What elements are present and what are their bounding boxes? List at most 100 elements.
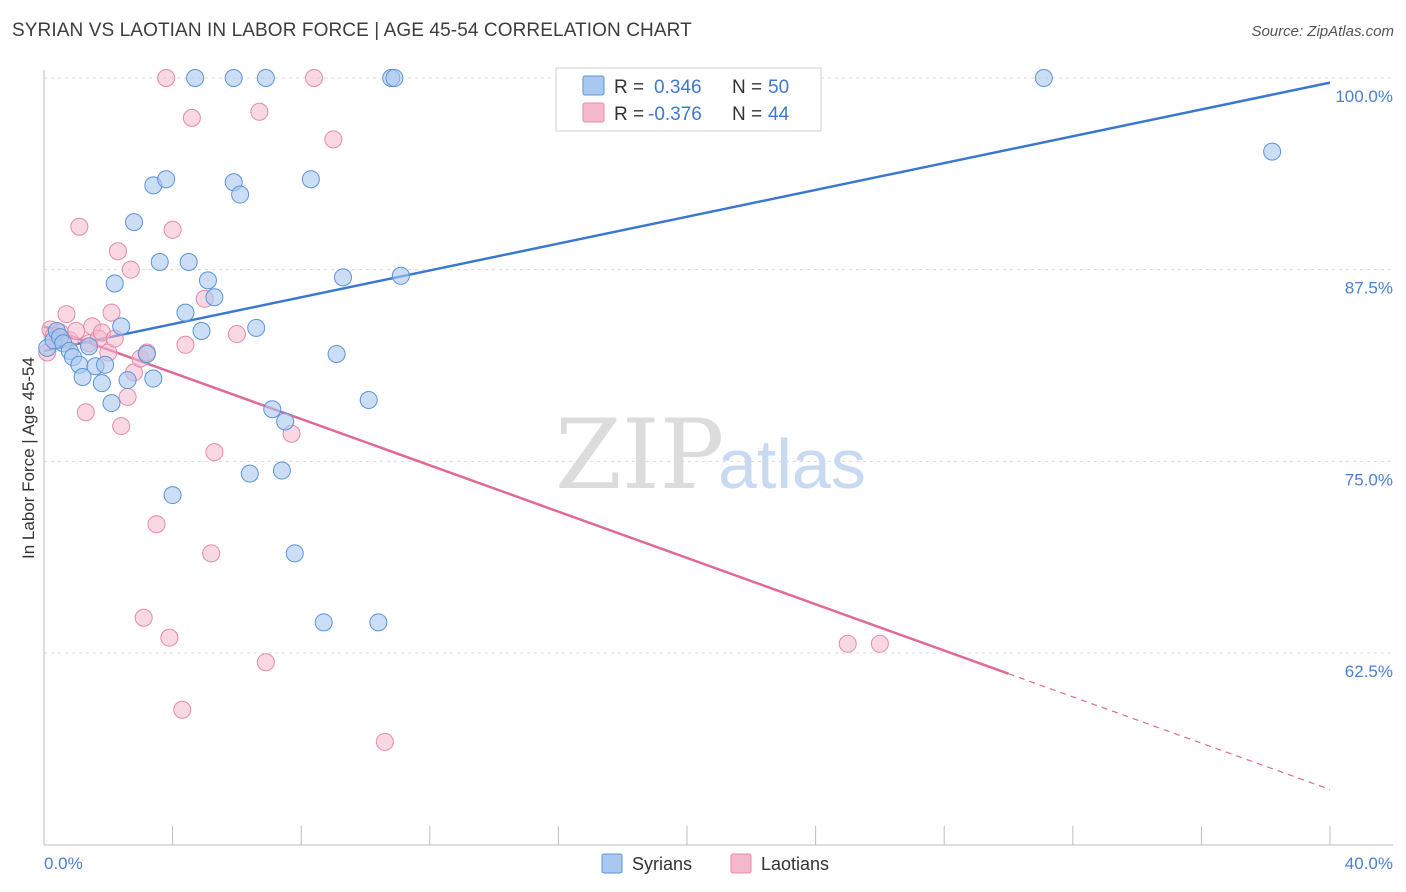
laotian-point-18 bbox=[118, 387, 137, 406]
laotian-point-42 bbox=[870, 634, 889, 653]
laotian-point-6 bbox=[67, 322, 86, 340]
legend-box: R = 0.346 N = 50 R = -0.376 N = 44 bbox=[555, 67, 822, 132]
syrian-point-21 bbox=[150, 253, 169, 271]
laotian-point-19 bbox=[121, 260, 140, 279]
grid-lines bbox=[44, 77, 1393, 654]
syrian-point-26 bbox=[186, 69, 205, 87]
bottom-legend-syrian-swatch bbox=[601, 853, 623, 874]
y-tick-label-1: 87.5% bbox=[1345, 279, 1393, 298]
laotian-point-8 bbox=[76, 403, 95, 422]
syrian-point-11 bbox=[92, 374, 111, 393]
legend-syrian-r-value: 0.346 bbox=[654, 77, 702, 98]
laotian-point-22 bbox=[134, 608, 153, 627]
legend-laotian-n-label: N = bbox=[732, 104, 762, 125]
bottom-legend-laotians: Laotians bbox=[761, 854, 829, 874]
syrian-point-44 bbox=[359, 391, 378, 409]
legend-syrian-n-value: 50 bbox=[768, 77, 789, 98]
syrian-point-34 bbox=[247, 318, 266, 337]
syrian-point-9 bbox=[80, 337, 99, 356]
laotian-point-17 bbox=[112, 417, 131, 436]
laotian-point-34 bbox=[227, 325, 246, 344]
laotian-points bbox=[38, 69, 889, 751]
syrian-points bbox=[38, 69, 1282, 632]
syrian-point-42 bbox=[327, 345, 346, 363]
y-tick-label-0: 100.0% bbox=[1335, 87, 1393, 106]
syrian-point-38 bbox=[276, 412, 295, 431]
legend-syrian-swatch bbox=[582, 75, 605, 96]
laotian-point-38 bbox=[305, 69, 324, 87]
laotian-point-30 bbox=[182, 108, 201, 127]
bottom-legend-laotian-swatch bbox=[730, 853, 752, 874]
syrian-point-49 bbox=[1034, 69, 1053, 87]
syrian-point-37 bbox=[272, 461, 291, 480]
laotian-point-36 bbox=[256, 653, 275, 672]
syrian-point-35 bbox=[256, 69, 275, 87]
syrian-point-18 bbox=[137, 345, 156, 363]
laotian-point-40 bbox=[375, 732, 394, 751]
syrian-point-28 bbox=[198, 271, 217, 290]
laotian-point-26 bbox=[160, 628, 179, 647]
legend-syrian-r-label: R = bbox=[614, 77, 644, 98]
laotian-point-7 bbox=[70, 217, 89, 236]
laotian-point-4 bbox=[57, 305, 76, 324]
syrian-point-45 bbox=[369, 613, 388, 632]
legend-laotian-swatch bbox=[582, 102, 605, 123]
syrian-point-13 bbox=[102, 394, 121, 413]
syrian-point-36 bbox=[263, 400, 282, 419]
syrian-point-33 bbox=[240, 464, 259, 483]
laotian-trend-line bbox=[43, 325, 1009, 675]
watermark-zip: ZIP bbox=[555, 399, 724, 511]
syrian-point-8 bbox=[73, 368, 92, 386]
y-axis-label: In Labor Force | Age 45-54 bbox=[19, 357, 38, 559]
syrian-point-41 bbox=[314, 613, 333, 632]
y-tick-label-2: 75.0% bbox=[1345, 470, 1393, 489]
syrian-point-39 bbox=[285, 544, 304, 563]
syrian-point-40 bbox=[301, 170, 320, 189]
trend-lines bbox=[43, 81, 1331, 791]
syrian-point-17 bbox=[125, 213, 144, 232]
bottom-legend: Syrians Laotians bbox=[601, 853, 829, 874]
laotian-point-27 bbox=[163, 220, 182, 239]
watermark-atlas: atlas bbox=[718, 425, 866, 503]
laotian-point-39 bbox=[324, 130, 343, 149]
legend-laotian-n-value: 44 bbox=[768, 104, 790, 125]
laotian-point-28 bbox=[173, 700, 192, 719]
syrian-point-22 bbox=[157, 170, 176, 189]
syrian-point-16 bbox=[118, 371, 137, 390]
syrian-point-23 bbox=[163, 486, 182, 505]
syrian-point-30 bbox=[224, 69, 243, 87]
laotian-point-29 bbox=[176, 335, 195, 354]
y-tick-labels: 100.0% 87.5% 75.0% 62.5% bbox=[1335, 87, 1393, 681]
syrian-point-47 bbox=[385, 69, 404, 87]
syrian-point-48 bbox=[391, 266, 410, 285]
chart-title: SYRIAN VS LAOTIAN IN LABOR FORCE | AGE 4… bbox=[12, 20, 692, 41]
laotian-point-35 bbox=[250, 102, 269, 121]
laotian-trend-line-extension bbox=[1008, 673, 1331, 791]
syrian-point-12 bbox=[96, 355, 115, 374]
laotian-point-33 bbox=[205, 443, 224, 462]
syrian-point-19 bbox=[144, 369, 163, 388]
syrian-point-50 bbox=[1263, 142, 1282, 161]
syrian-point-24 bbox=[176, 303, 195, 322]
x-tick-label-right: 40.0% bbox=[1345, 854, 1393, 873]
legend-syrian-n-label: N = bbox=[732, 77, 762, 98]
legend-laotian-r-label: R = bbox=[614, 104, 644, 125]
syrian-trend-line bbox=[43, 81, 1331, 353]
syrian-point-27 bbox=[192, 322, 211, 340]
laotian-point-25 bbox=[157, 69, 176, 87]
laotian-point-14 bbox=[102, 303, 121, 322]
syrian-point-29 bbox=[205, 288, 224, 307]
syrian-point-15 bbox=[112, 317, 131, 336]
laotian-point-16 bbox=[108, 242, 127, 261]
laotian-point-41 bbox=[838, 634, 857, 653]
syrian-point-25 bbox=[179, 253, 198, 271]
syrian-point-14 bbox=[105, 274, 124, 293]
legend-laotian-r-value: -0.376 bbox=[648, 104, 702, 125]
axes bbox=[43, 70, 1393, 846]
bottom-legend-syrians: Syrians bbox=[632, 854, 692, 874]
x-ticks bbox=[172, 826, 1331, 845]
laotian-point-32 bbox=[202, 544, 221, 563]
x-tick-label-left: 0.0% bbox=[44, 854, 83, 873]
laotian-point-24 bbox=[147, 515, 166, 534]
